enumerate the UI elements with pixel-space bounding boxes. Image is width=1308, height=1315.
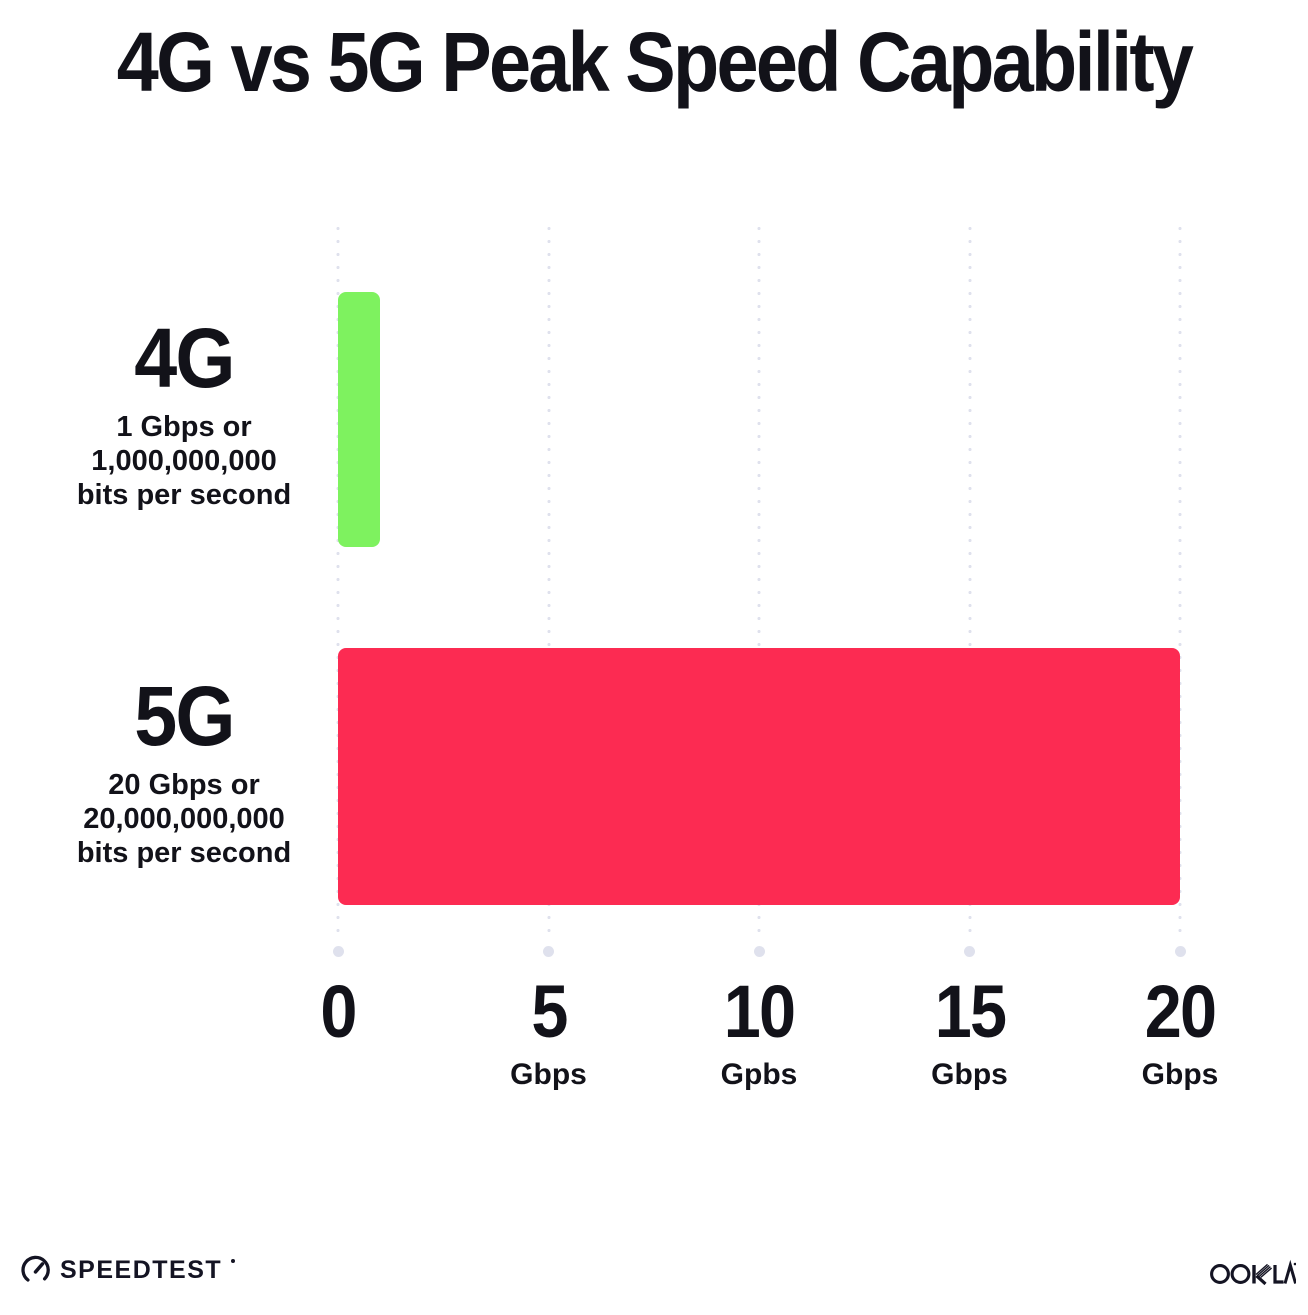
category-desc-5g: 20 Gbps or 20,000,000,000 bits per secon… <box>34 768 334 870</box>
x-tick-number: 5 <box>530 970 568 1053</box>
x-tick-number: 10 <box>723 970 796 1053</box>
category-name-5g: 5G <box>134 669 235 763</box>
x-tick-unit: Gbps <box>510 1058 587 1091</box>
ookla-logo <box>1210 1259 1296 1289</box>
speedtest-gauge-icon <box>20 1255 51 1286</box>
desc-line: 20,000,000,000 <box>83 803 285 835</box>
x-tick-15: 15 Gbps <box>930 975 1008 1092</box>
x-tick-unit: Gbps <box>1141 1058 1219 1091</box>
x-axis: 0 5 Gbps 10 Gpbs 15 Gbps 20 Gbps <box>320 975 1218 1105</box>
desc-line: 1 Gbps or <box>116 411 252 443</box>
x-tick-number: 15 <box>934 970 1006 1053</box>
x-tick-unit: Gpbs <box>720 1058 798 1091</box>
gridline-20 <box>1178 222 1182 934</box>
x-tick-5: 5 Gbps <box>510 975 587 1092</box>
gridline-0 <box>336 222 340 934</box>
chart-title: 4G vs 5G Peak Speed Capability <box>116 15 1194 109</box>
desc-line: 1,000,000,000 <box>91 445 277 477</box>
gridline-10 <box>757 222 761 934</box>
ookla-wordmark-icon <box>1210 1259 1296 1289</box>
speedtest-wordmark: SPEEDTEST <box>60 1256 223 1284</box>
x-tick-20: 20 Gbps <box>1141 975 1219 1092</box>
x-tick-number: 0 <box>320 970 357 1053</box>
desc-line: bits per second <box>76 837 292 869</box>
x-tick-number: 20 <box>1144 970 1217 1053</box>
bar-5g <box>338 648 1180 905</box>
x-tick-10: 10 Gpbs <box>720 975 798 1092</box>
gridline-5 <box>547 222 550 934</box>
speedtest-logo: SPEEDTEST <box>20 1255 236 1286</box>
x-tick-0: 0 <box>318 975 357 1049</box>
gridline-15 <box>968 222 971 934</box>
trademark-mark <box>231 1259 236 1263</box>
desc-line: 20 Gbps or <box>108 769 260 801</box>
bar-4g <box>338 292 381 547</box>
plot-area <box>336 222 1182 955</box>
category-label-4g: 4G 1 Gbps or 1,000,000,000 bits per seco… <box>34 316 334 512</box>
category-name-4g: 4G <box>134 311 235 405</box>
category-label-5g: 5G 20 Gbps or 20,000,000,000 bits per se… <box>34 674 334 870</box>
desc-line: bits per second <box>76 479 292 511</box>
x-tick-unit: Gbps <box>931 1058 1008 1091</box>
category-desc-4g: 1 Gbps or 1,000,000,000 bits per second <box>34 410 334 512</box>
